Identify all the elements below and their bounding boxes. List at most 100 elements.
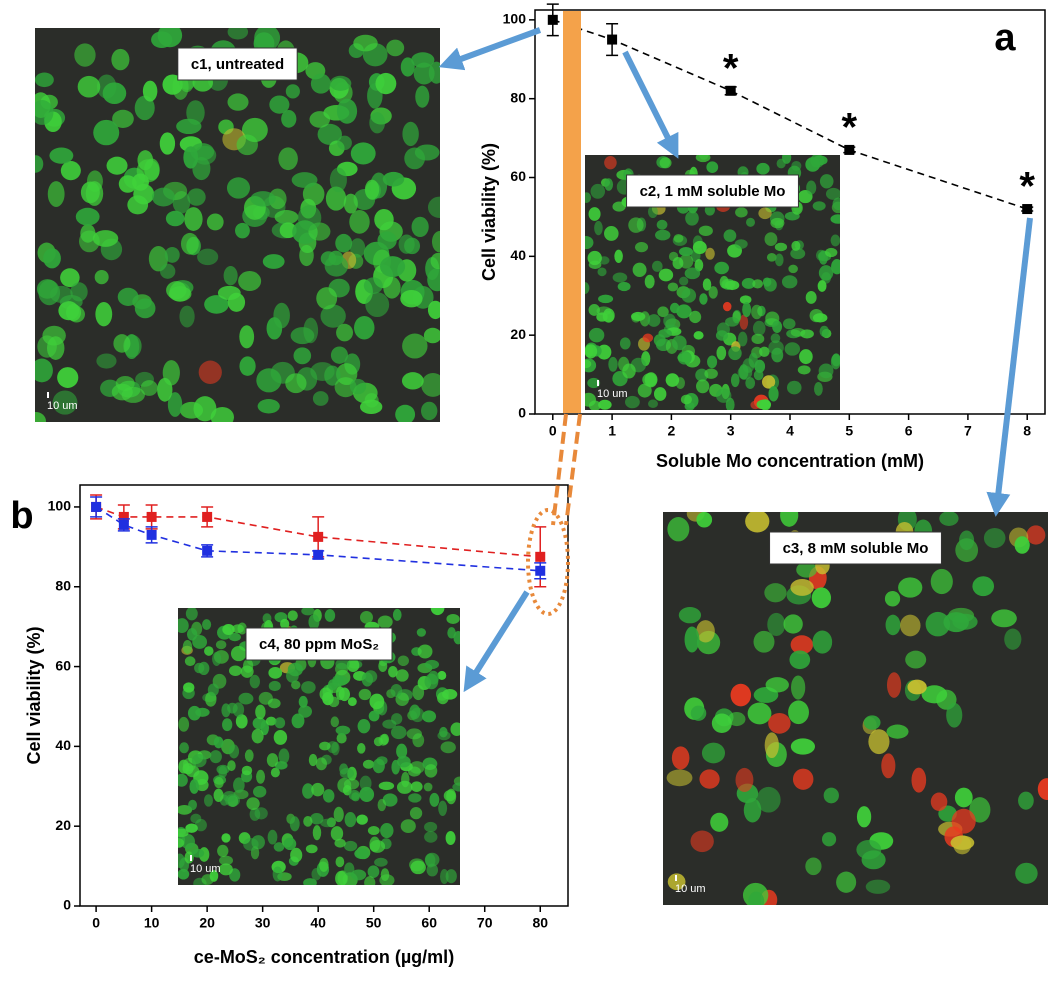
data-point (535, 565, 546, 576)
cell (886, 724, 909, 739)
cell (235, 714, 248, 729)
cell (1037, 778, 1048, 800)
cell (262, 254, 285, 269)
cell (357, 743, 366, 754)
cell (424, 831, 438, 843)
cell (689, 310, 702, 324)
cell (336, 323, 354, 342)
micrograph: 10 um c1, untreated (35, 28, 440, 422)
cell (278, 147, 298, 171)
cell (400, 57, 415, 77)
cell (437, 731, 451, 741)
panel-letter: a (994, 17, 1016, 59)
cell (604, 226, 619, 241)
cell (285, 84, 300, 99)
cell (663, 313, 676, 328)
cell (723, 229, 737, 242)
image-label-box (245, 627, 393, 661)
cell (427, 196, 440, 218)
panel-letter: b (10, 495, 33, 537)
cell (780, 512, 799, 527)
cell (111, 48, 130, 71)
cell (431, 230, 440, 253)
cell (719, 275, 729, 289)
cell (767, 612, 786, 637)
cell (711, 713, 732, 733)
cell (265, 716, 277, 726)
cell (453, 631, 460, 645)
data-point (607, 34, 618, 45)
cell (425, 853, 436, 868)
cell (781, 275, 798, 289)
cell (359, 786, 375, 802)
cell (727, 712, 746, 727)
cell (226, 177, 251, 199)
cell (358, 688, 372, 701)
cell (268, 680, 281, 692)
cell (267, 698, 281, 709)
y-tick-label: 80 (510, 89, 526, 105)
cell (325, 186, 347, 211)
cell (1026, 525, 1046, 545)
annotation: * (842, 105, 858, 149)
cell (244, 749, 254, 762)
cell (382, 793, 398, 807)
cell (673, 234, 684, 243)
cell (748, 891, 765, 905)
cell (430, 252, 440, 270)
cell (320, 304, 346, 328)
cell (734, 239, 748, 249)
cell (699, 293, 708, 305)
cell (335, 233, 353, 253)
annotation: * (1019, 165, 1035, 209)
cell (324, 609, 336, 622)
cell (825, 247, 838, 258)
cell (799, 349, 813, 365)
cell (238, 692, 254, 705)
cell (445, 869, 457, 884)
cell (202, 619, 212, 631)
cell (409, 807, 423, 820)
y-tick-label: 0 (518, 405, 526, 421)
cell (725, 397, 735, 410)
cell (588, 304, 600, 316)
cell (943, 612, 969, 633)
cell (344, 862, 355, 876)
cell (369, 112, 386, 134)
cell (35, 72, 54, 88)
cell (939, 512, 959, 526)
cell (437, 670, 447, 681)
cell (772, 320, 783, 333)
cell (186, 100, 205, 125)
cell (647, 205, 658, 219)
cell (745, 217, 756, 227)
cell (374, 857, 388, 867)
cell (831, 353, 840, 367)
cell (266, 753, 279, 768)
cell (805, 857, 822, 876)
cell (881, 753, 896, 779)
cell (776, 158, 786, 169)
x-tick-label: 1 (608, 423, 616, 439)
cell (227, 292, 246, 312)
cell (390, 725, 407, 740)
x-tick-label: 30 (255, 915, 271, 931)
cell (334, 377, 357, 398)
cell (291, 713, 305, 729)
cell (319, 857, 329, 872)
cell (134, 95, 155, 121)
cell (269, 95, 290, 114)
x-tick-label: 70 (477, 915, 493, 931)
cell (257, 399, 280, 414)
x-tick-label: 8 (1023, 423, 1031, 439)
cell (252, 717, 266, 730)
micrograph: 10 um c3, 8 mM soluble Mo (663, 512, 1048, 905)
cell (705, 247, 715, 260)
cell (289, 816, 300, 832)
cell (830, 234, 840, 247)
cell (856, 806, 872, 828)
cell (585, 282, 590, 294)
highlight-ellipse (526, 508, 570, 616)
cell (75, 207, 100, 226)
